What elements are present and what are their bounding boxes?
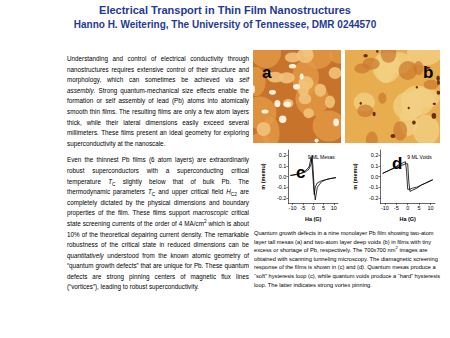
html-text:b: b — [423, 63, 434, 82]
html-text:c: c — [296, 163, 306, 182]
svg-text:-0.1: -0.1 — [277, 184, 286, 190]
html-text:Hanno H. Weitering, The Univer: Hanno H. Weitering, The University of Te… — [73, 19, 377, 30]
svg-text:-10: -10 — [381, 205, 389, 211]
svg-text:-0.1: -0.1 — [369, 184, 378, 190]
svg-text:9 ML Mesas: 9 ML Mesas — [307, 153, 335, 160]
html-text:Electrical Transport in Thin F: Electrical Transport in Thin Film Nanost… — [99, 4, 351, 16]
html-text:Quantum growth defects in a ni: Quantum growth defects in a nine monolay… — [254, 230, 441, 288]
svg-text:10: 10 — [331, 205, 337, 211]
html-text:a: a — [262, 63, 272, 82]
svg-text:0.2: 0.2 — [371, 152, 379, 158]
svg-text:9 ML Voids: 9 ML Voids — [407, 154, 432, 160]
svg-text:0: 0 — [406, 205, 409, 211]
html-text:Even the thinnest Pb films (6: Even the thinnest Pb films (6 atom layer… — [67, 156, 249, 249]
svg-text:-0.2: -0.2 — [277, 195, 286, 201]
svg-text:0: 0 — [312, 205, 315, 211]
svg-text:Ha (G): Ha (G) — [305, 216, 322, 222]
svg-text:-0.2: -0.2 — [369, 195, 378, 201]
svg-text:-10: -10 — [289, 205, 297, 211]
svg-text:0.0: 0.0 — [279, 174, 287, 180]
svg-text:0.2: 0.2 — [279, 152, 287, 158]
svg-text:-5: -5 — [394, 205, 399, 211]
html-text:quantitatively understood from: quantitatively understood from the known… — [67, 251, 249, 291]
svg-text:-5: -5 — [300, 205, 305, 211]
svg-text:m (memu): m (memu) — [260, 163, 266, 189]
svg-text:Ha (G): Ha (G) — [399, 216, 416, 222]
svg-text:5: 5 — [322, 205, 325, 211]
html-text:Understanding and control of e: Understanding and control of electrical … — [67, 55, 249, 147]
html-text:d: d — [392, 154, 403, 173]
svg-text:m (memu): m (memu) — [352, 163, 358, 189]
svg-text:10: 10 — [427, 205, 433, 211]
svg-text:0.0: 0.0 — [371, 174, 379, 180]
svg-text:0.1: 0.1 — [279, 163, 287, 169]
svg-text:0.1: 0.1 — [371, 163, 379, 169]
svg-text:5: 5 — [418, 205, 421, 211]
